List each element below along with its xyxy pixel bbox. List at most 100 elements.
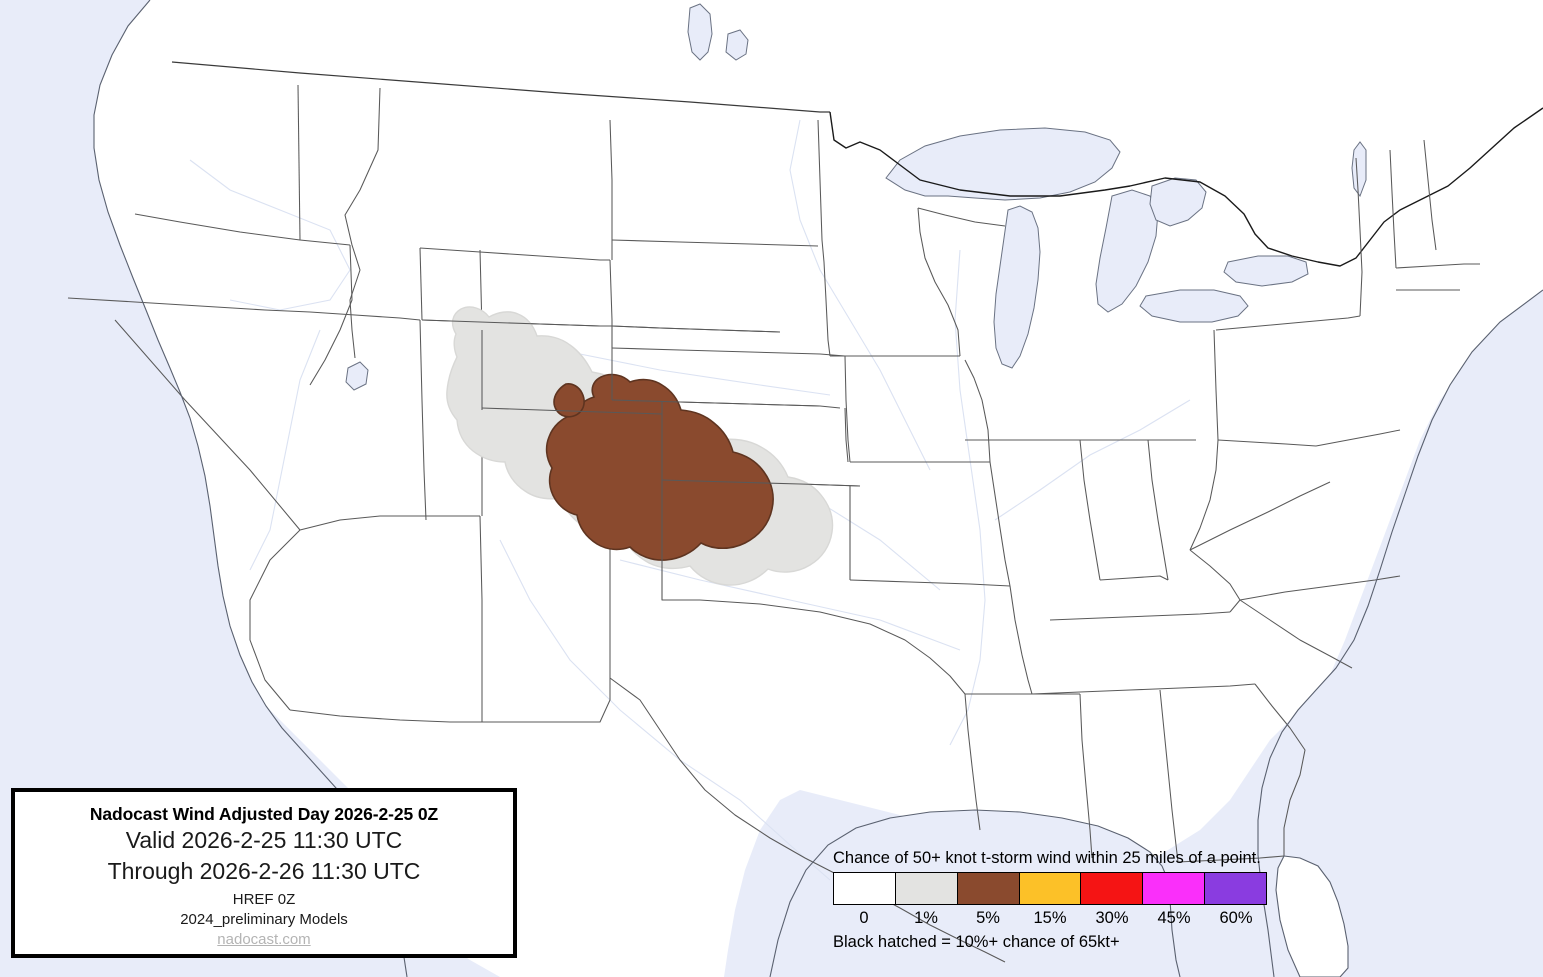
border-ia-il bbox=[964, 359, 991, 463]
border-va-wv-md bbox=[1189, 481, 1331, 551]
coast-atlantic bbox=[1257, 289, 1543, 977]
nadocast-site-link[interactable]: nadocast.com bbox=[217, 931, 311, 948]
border-al-ga bbox=[1159, 689, 1179, 863]
river-red bbox=[619, 559, 961, 651]
scale-caption: Chance of 50+ knot t-storm wind within 2… bbox=[833, 849, 1261, 867]
border-nv-az bbox=[299, 515, 420, 531]
border-ok-tx bbox=[699, 599, 966, 695]
border-nc-va bbox=[1239, 575, 1401, 601]
contour-5pct-isolated bbox=[553, 383, 585, 418]
border-mn-wi bbox=[917, 207, 961, 357]
border-wy-co-ut bbox=[419, 247, 423, 321]
border-pa-ny bbox=[1215, 315, 1361, 331]
border-ar-ms bbox=[1009, 585, 1033, 695]
border-nh-me bbox=[1423, 139, 1437, 251]
border-us-canada-west bbox=[171, 61, 830, 113]
border-co-ne-ks-over bbox=[611, 325, 781, 333]
lake-erie bbox=[1139, 289, 1249, 323]
border-co-nm-over bbox=[481, 407, 663, 415]
scale-label-2: 5% bbox=[976, 909, 1000, 927]
scale-hatching-note: Black hatched = 10%+ chance of 65kt+ bbox=[833, 933, 1120, 951]
border-mn-sd-ia bbox=[823, 261, 831, 357]
border-pa-md-nj bbox=[1315, 429, 1401, 447]
probability-contours bbox=[446, 306, 834, 586]
border-ma-ct-ri bbox=[1395, 263, 1480, 269]
border-nm-mex bbox=[482, 678, 611, 723]
border-oh-pa bbox=[1213, 329, 1219, 441]
border-mn-nd bbox=[817, 119, 825, 263]
border-ne-ks-over bbox=[611, 399, 821, 407]
border-tx-mex bbox=[609, 677, 1006, 963]
lake-champlain bbox=[1351, 141, 1367, 198]
border-or-id bbox=[309, 244, 353, 386]
river-missouri bbox=[789, 119, 931, 471]
lake-michigan bbox=[993, 205, 1041, 369]
lake-ontario bbox=[1223, 255, 1309, 287]
lake-of-the-woods bbox=[725, 29, 749, 61]
border-az-nm bbox=[479, 515, 483, 722]
border-in-oh bbox=[1147, 439, 1169, 581]
forecast-model-suite: 2024_preliminary Models bbox=[180, 911, 348, 928]
scale-label-4: 30% bbox=[1095, 909, 1129, 927]
border-ks-ok-over bbox=[661, 479, 861, 487]
border-or-ca bbox=[67, 297, 311, 313]
border-oh-wv bbox=[1189, 439, 1219, 551]
scale-label-6: 60% bbox=[1219, 909, 1253, 927]
border-ca-nv bbox=[114, 319, 301, 531]
border-ga-fl bbox=[1177, 855, 1285, 863]
border-id-nv-ut bbox=[309, 311, 421, 321]
scale-label-0: 0 bbox=[859, 909, 869, 927]
forecast-title: Nadocast Wind Adjusted Day 2026-2-25 0Z bbox=[89, 804, 439, 824]
probability-color-scale: Chance of 50+ knot t-storm wind within 2… bbox=[833, 848, 1267, 952]
scale-label-row: 0 1% 5% 15% 30% 45% 60% bbox=[833, 907, 1267, 929]
border-id-mt bbox=[344, 87, 381, 359]
scale-swatch-0 bbox=[834, 873, 896, 904]
forecast-info-box: Nadocast Wind Adjusted Day 2026-2-25 0Z … bbox=[11, 788, 517, 958]
border-mt-wy bbox=[419, 247, 610, 261]
border-ky-tn bbox=[1049, 611, 1231, 621]
scale-swatch-5 bbox=[1143, 873, 1206, 904]
border-vt-nh bbox=[1389, 149, 1397, 269]
border-in-ky bbox=[1099, 575, 1169, 581]
border-az-mex bbox=[289, 709, 482, 723]
scale-label-1: 1% bbox=[914, 909, 938, 927]
scale-swatch-6 bbox=[1205, 873, 1267, 904]
border-ia-ne-mo bbox=[844, 355, 851, 463]
forecast-model: HREF 0Z bbox=[232, 891, 296, 908]
border-mt-nd-sd bbox=[609, 119, 613, 260]
border-mo-il bbox=[989, 461, 1011, 587]
pacific-coast-cut bbox=[0, 0, 407, 977]
scale-swatch-bar bbox=[833, 872, 1267, 905]
border-wa-or bbox=[134, 213, 351, 246]
border-wa-id bbox=[297, 84, 301, 241]
border-sc-nc bbox=[1239, 599, 1353, 669]
border-mo-ks bbox=[844, 407, 849, 463]
lake-winnipeg bbox=[687, 3, 713, 61]
state-borders-over-contours bbox=[421, 319, 861, 600]
scale-swatch-2 bbox=[957, 873, 1020, 904]
river-ohio bbox=[994, 399, 1191, 521]
river-mississippi bbox=[949, 249, 986, 746]
forecast-valid-through: Through 2026-2-26 11:30 UTC bbox=[107, 858, 421, 884]
border-mo-ar bbox=[849, 579, 1011, 587]
contour-5pct-main bbox=[545, 373, 774, 561]
border-il-in bbox=[1079, 439, 1101, 581]
border-co-wy-over bbox=[421, 319, 601, 327]
border-nd-sd bbox=[611, 239, 819, 247]
river-columbia bbox=[189, 159, 351, 311]
scale-swatch-3 bbox=[1019, 873, 1082, 904]
border-tn-ms-al-ga bbox=[1031, 683, 1256, 695]
great-salt-lake bbox=[345, 361, 369, 391]
border-wv-pa bbox=[1217, 439, 1317, 447]
border-ms-al bbox=[1079, 693, 1093, 859]
forecast-valid-from: Valid 2026-2-25 11:30 UTC bbox=[125, 827, 403, 853]
scale-swatch-1 bbox=[895, 873, 958, 904]
coast-florida bbox=[1275, 855, 1349, 977]
state-borders-group bbox=[67, 61, 1543, 963]
lake-superior bbox=[885, 127, 1121, 201]
atlantic-cut bbox=[1258, 290, 1543, 977]
border-ca-az bbox=[249, 529, 301, 711]
scale-label-3: 15% bbox=[1033, 909, 1067, 927]
